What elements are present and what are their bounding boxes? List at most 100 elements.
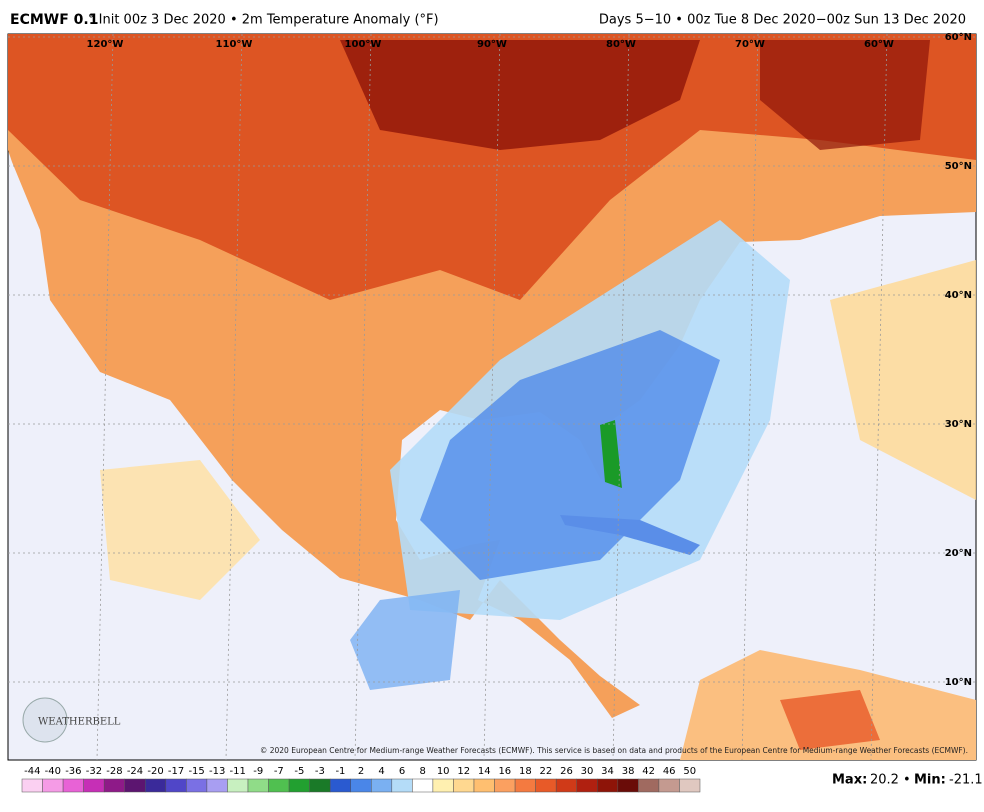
max-value: 20.2 [870,773,899,788]
colorbar-swatch [62,778,84,793]
colorbar-label: 10 [437,766,450,777]
colorbar-label: 8 [419,766,425,777]
colorbar-swatch [247,778,269,793]
model-name: ECMWF 0.1 [10,12,98,28]
colorbar-label: -13 [209,766,225,777]
colorbar-swatch [309,778,331,793]
colorbar-swatch [576,778,598,793]
valid-time: Days 5−10 • 00z Tue 8 Dec 2020−00z Sun 1… [599,13,966,28]
colorbar-swatch [206,778,228,793]
colorbar-swatch [268,778,290,793]
colorbar-swatch [103,778,125,793]
colorbar-label: -32 [86,766,102,777]
meridian [612,33,630,761]
colorbar-swatch [617,778,639,793]
colorbar-swatch [350,778,372,793]
colorbar-label: -11 [230,766,246,777]
colorbar-swatch [638,778,660,793]
colorbar-label: 50 [683,766,696,777]
colorbar-label: -15 [188,766,204,777]
meridian [354,33,372,761]
colorbar-label: -28 [106,766,122,777]
colorbar-label: 12 [457,766,470,777]
colorbar-swatch [145,778,167,793]
warm-core [8,34,976,300]
colorbar-label: -20 [147,766,163,777]
colorbar-swatch [21,778,43,793]
colorbar-label: 34 [601,766,614,777]
warmest-core [340,40,700,150]
colorbar-swatch [412,778,434,793]
lat-label: 10°N [945,677,972,688]
meridian [96,33,114,761]
colorbar: -44 -40 -36 -32 -28 -24 -20 -17 -15 -13 -11 -9 -7 -5-… [21,766,701,793]
copyright: © 2020 European Centre for Medium-range … [260,746,968,755]
colorbar-label: 18 [519,766,532,777]
colorbar-swatch [679,778,701,793]
colorbar-swatch [597,778,619,793]
lon-label: 110°W [216,39,253,50]
colorbar-label: -44 [24,766,40,777]
colorbar-swatch [555,778,577,793]
colorbar-swatch [514,778,536,793]
meridian [741,33,759,761]
colorbar-swatch [473,778,495,793]
lat-label: 60°N [945,32,972,43]
colorbar-swatch [371,778,393,793]
graticule-labels: 120°W 110°W 100°W 90°W 80°W 70°W 60°W 60°N 50°N 4… [87,32,972,688]
lon-label: 60°W [864,39,894,50]
colorbar-swatch [227,778,249,793]
colorbar-swatch [535,778,557,793]
atlantic-warm [830,260,976,500]
colorbar-label: -1 [335,766,345,777]
colorbar-label: 16 [498,766,511,777]
min-label: Min: [914,773,946,788]
colorbar-swatch [165,778,187,793]
cuba [560,515,700,555]
logo-text: WEATHERBELL [38,717,121,728]
colorbar-label: 2 [358,766,364,777]
colorbar-label: 38 [622,766,635,777]
colorbar-label: 42 [642,766,655,777]
header-title: ° Init 00z 3 Dec 2020 • 2m Temperature A… [88,13,439,28]
colorbar-label: 4 [378,766,384,777]
colorbar-swatch [658,778,680,793]
lon-label: 90°W [477,39,507,50]
colorbar-swatch [288,778,310,793]
colorbar-label: 6 [399,766,405,777]
meridian [483,33,501,761]
colorbar-label: 22 [540,766,553,777]
colorbar-swatch [432,778,454,793]
separator: • [903,773,911,788]
cold-area [420,330,720,580]
lat-label: 50°N [945,161,972,172]
lon-label: 70°W [735,39,765,50]
meridian [225,33,243,761]
colorbar-label: 14 [478,766,491,777]
meridian [870,33,888,761]
lon-label: 80°W [606,39,636,50]
colorbar-swatch [391,778,413,793]
lat-label: 20°N [945,548,972,559]
logo: WEATHERBELL [22,697,121,743]
colorbar-label: -5 [294,766,304,777]
colorbar-label: -40 [45,766,61,777]
south-america-warm [780,690,880,750]
lon-label: 120°W [87,39,124,50]
graticule [8,33,976,761]
colorbar-label: -7 [274,766,284,777]
pacific-cool [350,590,460,690]
logo-globe [22,697,68,743]
colorbar-swatch [494,778,516,793]
lat-label: 40°N [945,290,972,301]
map: 120°W 110°W 100°W 90°W 80°W 70°W 60°W 60°N 50°N 4… [7,32,977,761]
warmest-east [760,40,930,150]
pacific-warm [100,460,260,600]
colorbar-label: -3 [315,766,325,777]
florida-green [600,420,622,488]
colorbar-label: -36 [65,766,81,777]
lat-label: 30°N [945,419,972,430]
colorbar-label: -24 [127,766,143,777]
